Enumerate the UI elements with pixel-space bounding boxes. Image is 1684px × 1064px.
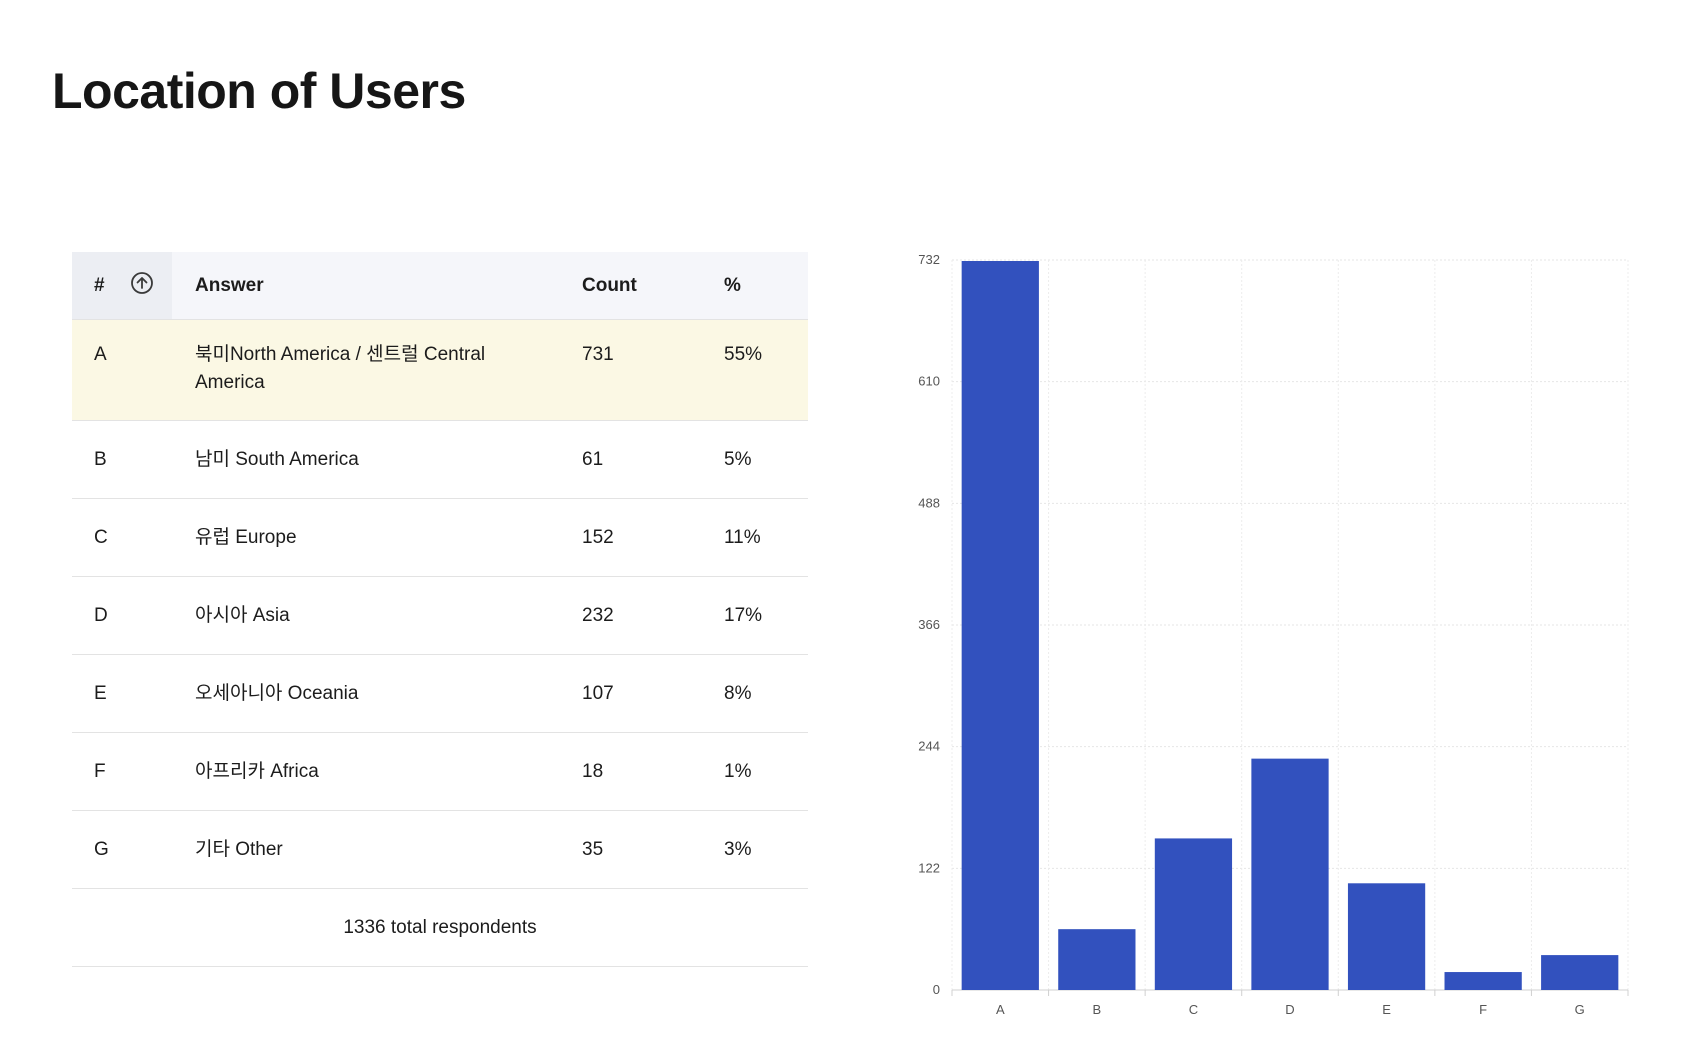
row-answer: 아프리카 Africa bbox=[172, 732, 559, 811]
y-tick-label: 732 bbox=[918, 252, 940, 267]
table-row: E 오세아니아 Oceania 107 8% bbox=[72, 654, 808, 733]
bar-c bbox=[1154, 838, 1233, 990]
row-percent: 1% bbox=[701, 732, 808, 811]
table-row: G 기타 Other 35 3% bbox=[72, 810, 808, 889]
column-header-count[interactable]: Count bbox=[559, 252, 701, 320]
row-answer: 유럽 Europe bbox=[172, 498, 559, 577]
bar-chart: 0 122 244 366 488 610 732 A B C D E F G bbox=[880, 240, 1640, 1030]
table-row: C 유럽 Europe 152 11% bbox=[72, 498, 808, 577]
bar-a bbox=[961, 260, 1039, 990]
row-letter: G bbox=[72, 810, 172, 889]
x-tick-label: E bbox=[1382, 1002, 1391, 1017]
row-count: 35 bbox=[559, 810, 701, 889]
y-tick-label: 488 bbox=[918, 495, 940, 510]
column-header-percent[interactable]: % bbox=[701, 252, 808, 320]
row-percent: 3% bbox=[701, 810, 808, 889]
table-row: D 아시아 Asia 232 17% bbox=[72, 576, 808, 655]
x-tick-label: C bbox=[1189, 1002, 1198, 1017]
row-answer: 아시아 Asia bbox=[172, 576, 559, 655]
row-letter: A bbox=[72, 319, 172, 421]
bar-e bbox=[1347, 883, 1426, 990]
row-percent: 17% bbox=[701, 576, 808, 655]
y-tick-label: 244 bbox=[918, 739, 940, 754]
results-table: # Answer Count % A 북미North America / 센트럴… bbox=[72, 252, 808, 967]
y-tick-label: 122 bbox=[918, 860, 940, 875]
row-count: 18 bbox=[559, 732, 701, 811]
y-tick-label: 610 bbox=[918, 374, 940, 389]
row-percent: 11% bbox=[701, 498, 808, 577]
row-letter: C bbox=[72, 498, 172, 577]
row-letter: B bbox=[72, 420, 172, 499]
row-answer: 남미 South America bbox=[172, 420, 559, 499]
row-percent: 5% bbox=[701, 420, 808, 499]
x-tick-label: F bbox=[1479, 1002, 1487, 1017]
column-header-answer[interactable]: Answer bbox=[172, 252, 559, 320]
bar-chart-svg: 0 122 244 366 488 610 732 A B C D E F G bbox=[918, 252, 1629, 1017]
row-count: 152 bbox=[559, 498, 701, 577]
bar-f bbox=[1444, 972, 1522, 990]
table-header-row: # Answer Count % bbox=[72, 252, 808, 320]
row-count: 107 bbox=[559, 654, 701, 733]
row-count: 232 bbox=[559, 576, 701, 655]
column-header-number[interactable]: # bbox=[72, 252, 172, 320]
x-tick-label: A bbox=[996, 1002, 1005, 1017]
row-answer: 오세아니아 Oceania bbox=[172, 654, 559, 733]
row-percent: 55% bbox=[701, 319, 808, 421]
row-letter: D bbox=[72, 576, 172, 655]
table-row: A 북미North America / 센트럴 Central America … bbox=[72, 319, 808, 421]
bar-g bbox=[1541, 955, 1619, 990]
row-count: 61 bbox=[559, 420, 701, 499]
table-row: F 아프리카 Africa 18 1% bbox=[72, 732, 808, 811]
bar-d bbox=[1251, 758, 1329, 990]
y-tick-label: 366 bbox=[918, 617, 940, 632]
arrow-up-circle-icon[interactable] bbox=[130, 271, 154, 301]
page-title: Location of Users bbox=[52, 63, 466, 119]
total-respondents: 1336 total respondents bbox=[72, 888, 808, 967]
x-tick-label: B bbox=[1093, 1002, 1102, 1017]
row-answer: 기타 Other bbox=[172, 810, 559, 889]
row-count: 731 bbox=[559, 319, 701, 421]
column-header-number-label: # bbox=[94, 274, 105, 296]
x-tick-label: D bbox=[1285, 1002, 1294, 1017]
row-letter: E bbox=[72, 654, 172, 733]
row-percent: 8% bbox=[701, 654, 808, 733]
total-row: 1336 total respondents bbox=[72, 888, 808, 967]
y-tick-label: 0 bbox=[933, 982, 940, 997]
row-answer: 북미North America / 센트럴 Central America bbox=[172, 319, 559, 421]
x-tick-label: G bbox=[1575, 1002, 1585, 1017]
row-letter: F bbox=[72, 732, 172, 811]
table-row: B 남미 South America 61 5% bbox=[72, 420, 808, 499]
bar-b bbox=[1058, 929, 1136, 990]
